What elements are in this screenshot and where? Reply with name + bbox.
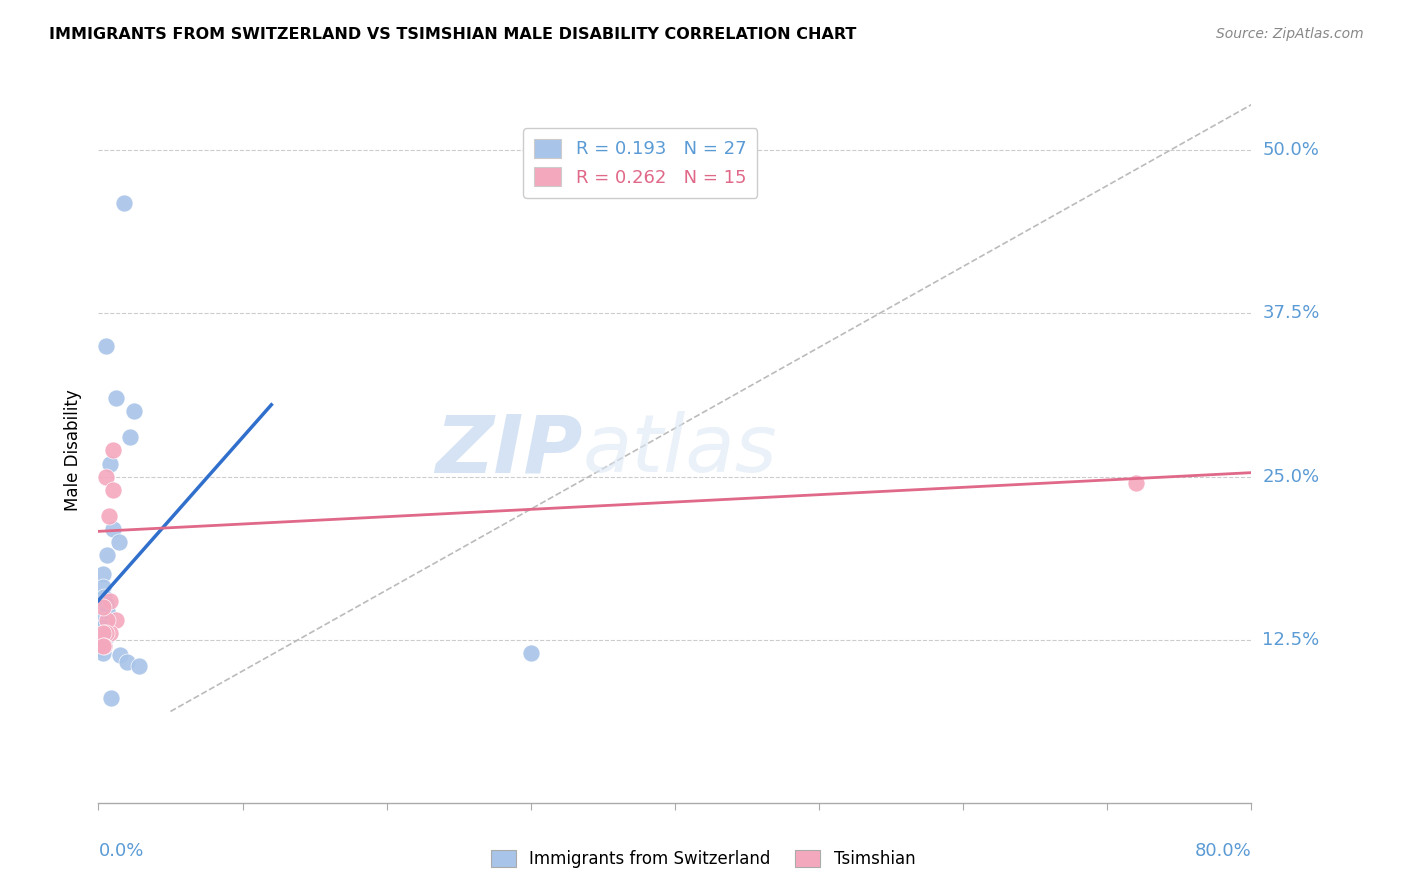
Text: ZIP: ZIP — [436, 411, 582, 490]
Point — [94, 626, 117, 640]
Point — [91, 626, 114, 640]
Point — [91, 600, 114, 615]
Point — [93, 590, 115, 604]
Text: 50.0%: 50.0% — [1263, 141, 1319, 160]
Y-axis label: Male Disability: Male Disability — [65, 390, 83, 511]
Point — [120, 430, 142, 444]
Point — [112, 195, 135, 210]
Point — [94, 598, 117, 612]
Point — [90, 613, 112, 627]
Text: 25.0%: 25.0% — [1263, 467, 1320, 485]
Text: IMMIGRANTS FROM SWITZERLAND VS TSIMSHIAN MALE DISABILITY CORRELATION CHART: IMMIGRANTS FROM SWITZERLAND VS TSIMSHIAN… — [49, 27, 856, 42]
Point — [93, 639, 115, 653]
Point — [520, 646, 543, 660]
Point — [90, 632, 112, 647]
Point — [1125, 476, 1147, 491]
Point — [91, 639, 114, 653]
Point — [100, 691, 122, 706]
Point — [98, 457, 121, 471]
Point — [93, 626, 115, 640]
Text: atlas: atlas — [582, 411, 778, 490]
Point — [104, 613, 127, 627]
Point — [101, 522, 124, 536]
Point — [94, 469, 117, 483]
Text: 80.0%: 80.0% — [1195, 842, 1251, 860]
Point — [91, 567, 114, 582]
Point — [128, 658, 150, 673]
Point — [91, 620, 114, 634]
Point — [108, 648, 131, 663]
Point — [96, 613, 118, 627]
Point — [96, 604, 118, 618]
Point — [91, 637, 114, 651]
Point — [94, 630, 117, 644]
Point — [91, 581, 114, 595]
Text: 0.0%: 0.0% — [98, 842, 143, 860]
Point — [97, 508, 120, 523]
Point — [117, 655, 139, 669]
Legend: Immigrants from Switzerland, Tsimshian: Immigrants from Switzerland, Tsimshian — [484, 843, 922, 875]
Legend: R = 0.193   N = 27, R = 0.262   N = 15: R = 0.193 N = 27, R = 0.262 N = 15 — [523, 128, 758, 198]
Point — [124, 404, 146, 418]
Text: 37.5%: 37.5% — [1263, 304, 1320, 322]
Text: 12.5%: 12.5% — [1263, 631, 1320, 648]
Point — [98, 626, 121, 640]
Point — [94, 339, 117, 353]
Point — [90, 641, 112, 656]
Point — [101, 443, 124, 458]
Point — [91, 646, 114, 660]
Point — [101, 483, 124, 497]
Point — [98, 593, 121, 607]
Point — [104, 391, 127, 405]
Point — [93, 626, 115, 640]
Point — [107, 534, 129, 549]
Point — [96, 548, 118, 562]
Text: Source: ZipAtlas.com: Source: ZipAtlas.com — [1216, 27, 1364, 41]
